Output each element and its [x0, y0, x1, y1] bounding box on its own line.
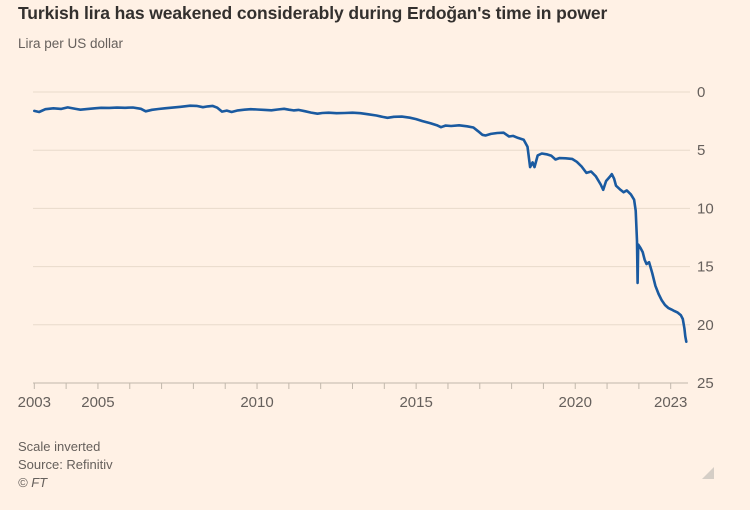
chart-footer: Scale inverted Source: Refinitiv © FT: [18, 438, 113, 492]
source-note: Source: Refinitiv: [18, 457, 113, 472]
x-tick-label: 2020: [559, 394, 592, 411]
lira-usd-line-chart: 0 5 10 15 20 25 2003 2005 2010 2015 2020 2023: [18, 84, 714, 411]
x-tick-label: 2010: [240, 394, 273, 411]
scale-note: Scale inverted: [18, 439, 101, 454]
y-tick-label: 5: [697, 142, 705, 159]
x-tick-label: 2005: [81, 394, 114, 411]
copyright-note: © FT: [18, 475, 48, 490]
y-tick-label: 10: [697, 200, 714, 217]
y-tick-label: 25: [697, 375, 714, 392]
x-tick-label: 2003: [18, 394, 51, 411]
resize-corner-icon: [702, 467, 714, 479]
x-tick-label: 2023: [654, 394, 687, 411]
lira-per-usd-line: [32, 104, 688, 344]
y-tick-label: 20: [697, 317, 714, 334]
y-tick-label: 0: [697, 84, 705, 101]
page-title: Turkish lira has weakened considerably d…: [18, 3, 608, 23]
chart-subtitle: Lira per US dollar: [18, 36, 124, 51]
x-tick-label: 2015: [399, 394, 432, 411]
y-tick-label: 15: [697, 259, 714, 276]
